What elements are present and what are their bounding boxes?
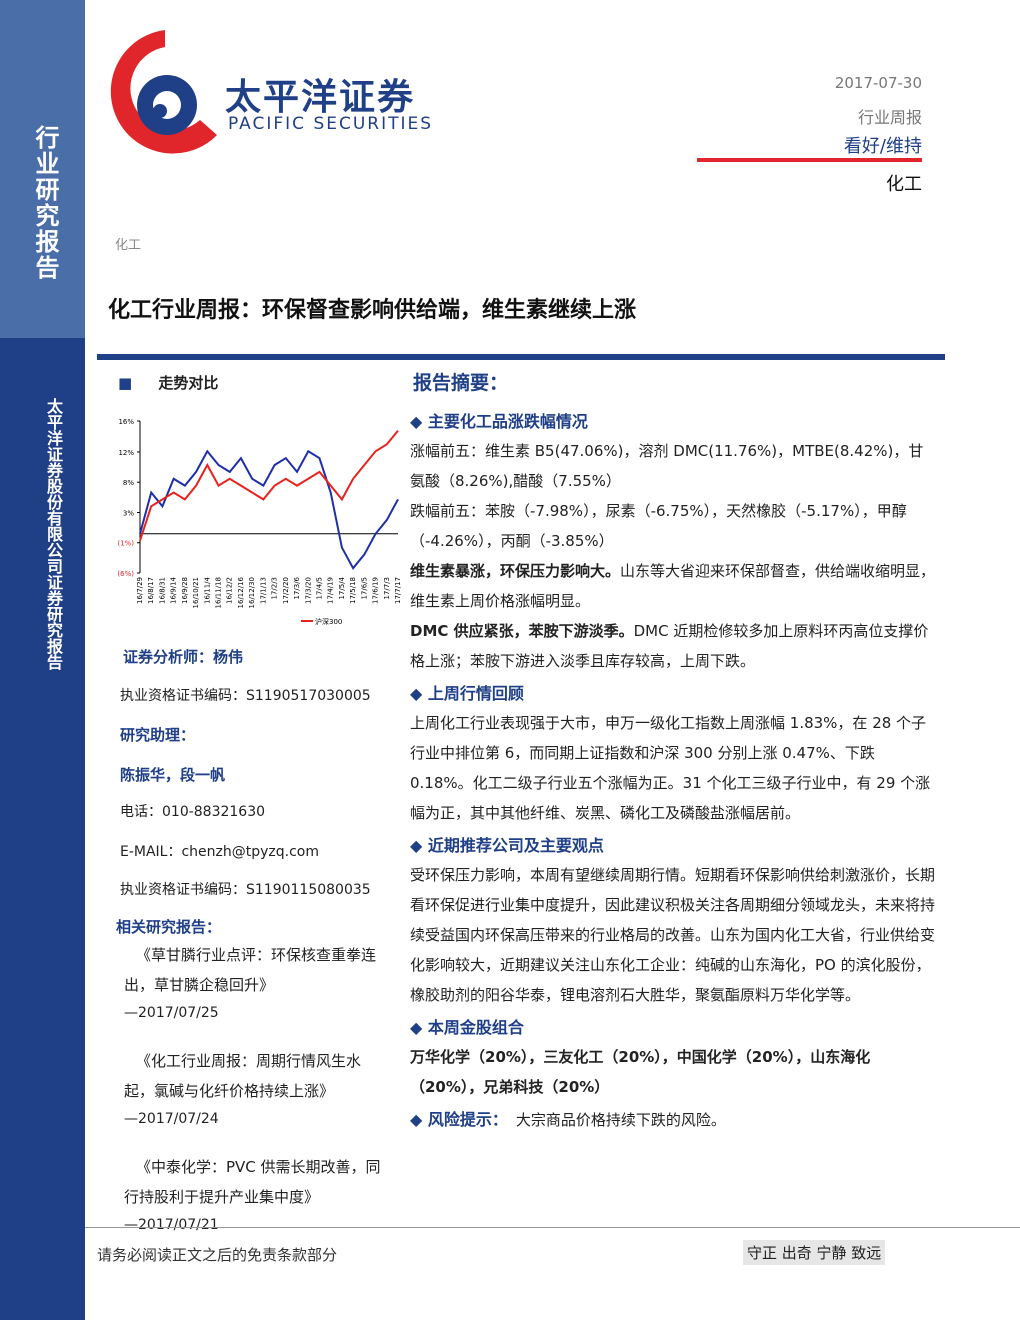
section-heading: 本周金股组合 xyxy=(410,1014,938,1038)
chart-heading: ■ 走势对比 xyxy=(118,374,219,392)
series-line xyxy=(139,429,399,541)
chart: 16% 12% 8% 3% (1%) (6%)16/7/29 16/8/17 16/8/31 1… xyxy=(117,418,402,626)
sidebar-title: 行业研究报告 xyxy=(31,125,60,281)
x-tick-label: 17/4/5 xyxy=(315,577,323,600)
paragraph: 受环保压力影响，本周有望继续周期行情。短期看环保影响供给刺激涨价，长期看环保促进… xyxy=(410,860,938,1010)
x-tick-label: 17/6/5 xyxy=(360,577,368,600)
bold-text: 万华化学（20%），三友化工（20%），中国化学（20%），山东海化（20%），… xyxy=(410,1048,871,1096)
assistants: 陈振华，段一帆 xyxy=(120,766,226,784)
paragraph: DMC 供应紧张，苯胺下游淡季。DMC 近期检修较多加上原料环丙高位支撑价格上涨… xyxy=(410,616,938,676)
date: 2017-07-30 xyxy=(834,74,922,92)
report-type: 行业周报 xyxy=(857,108,922,127)
risk: 风险提示： 大宗商品价格持续下跌的风险。 xyxy=(410,1106,938,1130)
paragraph: 跌幅前五：苯胺（-7.98%），尿素（-6.75%），天然橡胶（-5.17%），… xyxy=(410,496,938,556)
footer-rule xyxy=(85,1227,1020,1228)
related-date: —2017/07/25 xyxy=(124,1005,219,1021)
paragraph: 万华化学（20%），三友化工（20%），中国化学（20%），山东海化（20%），… xyxy=(410,1042,938,1102)
x-tick-label: 16/9/14 xyxy=(170,576,178,604)
title-rule xyxy=(97,354,945,360)
analyst: 证券分析师：杨伟 xyxy=(123,648,244,666)
section-heading: 主要化工品涨跌幅情况 xyxy=(410,408,938,432)
paragraph-text: 涨幅前五：维生素 B5(47.06%)，溶剂 DMC(11.76%)，MTBE(… xyxy=(410,442,924,490)
section-heading: 近期推荐公司及主要观点 xyxy=(410,832,938,856)
x-tick-label: 17/4/19 xyxy=(327,577,335,604)
y-tick-label: 12% xyxy=(118,449,134,457)
summary-heading: 报告摘要： xyxy=(413,372,509,394)
x-tick-label: 17/7/3 xyxy=(383,577,391,600)
x-tick-label: 16/8/17 xyxy=(147,577,155,604)
y-tick-label: (1%) xyxy=(117,540,134,548)
x-tick-label: 16/11/18 xyxy=(215,577,223,608)
related-title: 《中泰化学：PVC 供需长期改善，同行持股利于提升产业集中度》 xyxy=(124,1158,381,1206)
sidebar-bottom xyxy=(0,338,85,1320)
paragraph: 维生素暴涨，环保压力影响大。山东等大省迎来环保部督查，供给端收缩明显，维生素上周… xyxy=(410,556,938,616)
title: 化工行业周报：环保督查影响供给端，维生素继续上涨 xyxy=(108,297,637,323)
y-tick-label: 8% xyxy=(123,479,134,487)
x-tick-label: 16/12/16 xyxy=(237,576,245,608)
y-tick-label: (6%) xyxy=(117,570,134,578)
phone: 电话：010-88321630 xyxy=(120,804,266,820)
section-heading: 上周行情回顾 xyxy=(410,680,938,704)
related-title: 《草甘膦行业点评：环保核查重拳连出，草甘膦企稳回升》 xyxy=(124,946,377,994)
paragraph-text: DMC 近期检修较多加上原料环丙高位支撑价格上涨；苯胺下游进入淡季且库存较高，上… xyxy=(410,622,929,670)
analyst-cert: 执业资格证书编码：S1190517030005 xyxy=(120,688,371,704)
paragraph: 涨幅前五：维生素 B5(47.06%)，溶剂 DMC(11.76%)，MTBE(… xyxy=(410,436,938,496)
related-date: —2017/07/21 xyxy=(124,1217,219,1233)
rating: 看好/维持 xyxy=(843,136,922,157)
sidebar-company: 太平洋证券股份有限公司证券研究报告 xyxy=(44,398,63,670)
x-tick-label: 16/7/29 xyxy=(136,577,144,604)
related-list: 《草甘膦行业点评：环保核查重拳连出，草甘膦企稳回升》 —2017/07/25 《化工… xyxy=(124,940,389,1258)
rating-rule xyxy=(697,158,922,162)
x-tick-label: 17/5/4 xyxy=(338,576,346,599)
legend-label: 沪深300 xyxy=(315,617,342,626)
email: E-MAIL：chenzh@tpyzq.com xyxy=(120,844,320,860)
x-tick-label: 17/3/20 xyxy=(304,577,312,604)
paragraph: 上周化工行业表现强于大市，申万一级化工指数上周涨幅 1.83%，在 28 个子行… xyxy=(410,708,938,828)
disclaimer: 请务必阅读正文之后的免责条款部分 xyxy=(97,1246,338,1264)
x-tick-label: 16/8/31 xyxy=(158,577,166,604)
related-title: 《化工行业周报：周期行情风生水起，氯碱与化纤价格持续上涨》 xyxy=(124,1052,362,1100)
x-tick-label: 16/9/28 xyxy=(181,577,189,604)
x-tick-label: 16/12/2 xyxy=(226,577,234,604)
x-tick-label: 17/3/6 xyxy=(293,576,301,599)
assistant-cert: 执业资格证书编码：S1190115080035 xyxy=(120,882,371,898)
x-tick-label: 16/11/4 xyxy=(203,576,211,604)
bold-text: DMC 供应紧张，苯胺下游淡季。 xyxy=(410,622,634,640)
x-tick-label: 17/2/20 xyxy=(282,577,290,604)
related-heading: 相关研究报告： xyxy=(116,918,222,936)
related-date: —2017/07/24 xyxy=(124,1111,219,1127)
chart-heading-text: 走势对比 xyxy=(158,374,219,392)
logo-mark xyxy=(110,30,217,154)
x-tick-label: 17/2/3 xyxy=(271,577,279,600)
y-tick-label: 16% xyxy=(118,418,134,426)
risk-heading: 风险提示： xyxy=(410,1110,508,1129)
logo-cn: 太平洋证券 xyxy=(225,77,416,118)
industry: 化工 xyxy=(886,174,922,195)
risk-text: 大宗商品价格持续下跌的风险。 xyxy=(515,1111,726,1129)
logo-en: PACIFIC SECURITIES xyxy=(228,114,434,134)
paragraph-text: 山东等大省迎来环保部督查，供给端收缩明显，维生素上周价格涨幅明显。 xyxy=(410,562,936,610)
category: 化工 xyxy=(115,238,142,253)
x-tick-label: 17/7/17 xyxy=(394,577,402,604)
sidebar-top xyxy=(0,0,85,338)
y-tick-label: 3% xyxy=(123,509,134,517)
assistant-heading: 研究助理： xyxy=(120,726,196,744)
x-tick-label: 17/6/19 xyxy=(372,577,380,604)
x-tick-label: 16/12/30 xyxy=(248,577,256,608)
paragraph-text: 受环保压力影响，本周有望继续周期行情。短期看环保影响供给刺激涨价，长期看环保促进… xyxy=(410,866,936,1004)
x-tick-label: 16/10/21 xyxy=(192,577,200,608)
paragraph-text: 跌幅前五：苯胺（-7.98%），尿素（-6.75%），天然橡胶（-5.17%），… xyxy=(410,502,907,550)
series-line xyxy=(139,449,399,570)
paragraph-text: 上周化工行业表现强于大市，申万一级化工指数上周涨幅 1.83%，在 28 个子行… xyxy=(410,714,931,822)
x-tick-label: 17/5/18 xyxy=(349,577,357,604)
x-tick-label: 17/1/13 xyxy=(259,577,267,604)
motto: 守正 出奇 宁静 致远 xyxy=(743,1240,886,1265)
bold-text: 维生素暴涨，环保压力影响大。 xyxy=(410,562,621,580)
